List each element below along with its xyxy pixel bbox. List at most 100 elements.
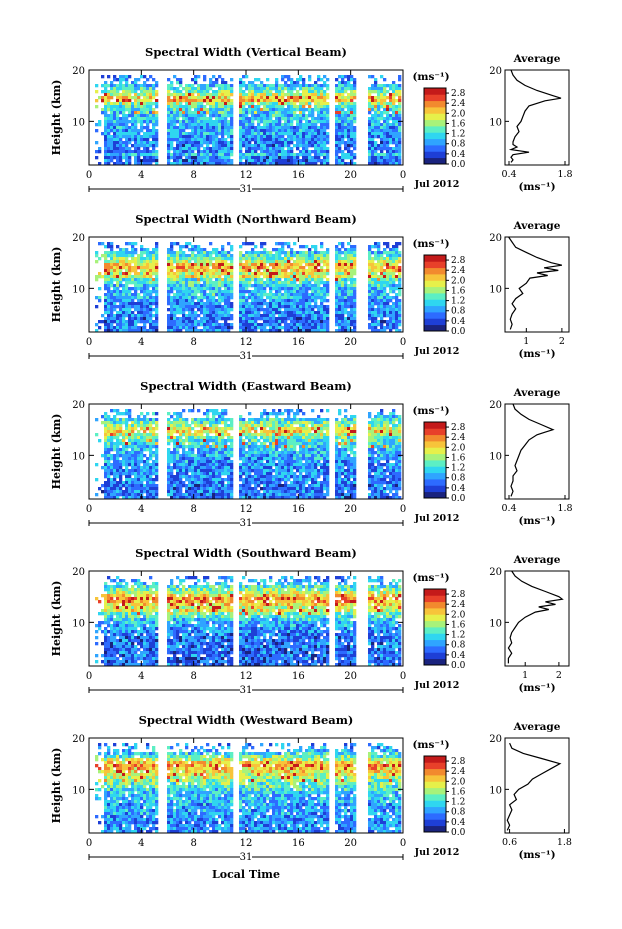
heatmap-cell (113, 123, 117, 127)
heatmap-cell (143, 281, 147, 285)
heatmap-cell (104, 418, 108, 422)
heatmap-cell (194, 284, 198, 288)
heatmap-cell (335, 156, 339, 160)
heatmap-cell (182, 144, 186, 148)
heatmap-cell (275, 132, 279, 136)
heatmap-cell (284, 242, 288, 246)
heatmap-cell (188, 323, 192, 327)
heatmap-cell (113, 460, 117, 464)
heatmap-cell (242, 242, 246, 246)
heatmap-cell (188, 293, 192, 297)
heatmap-cell (200, 90, 204, 94)
heatmap-cell (377, 248, 381, 252)
heatmap-cell (239, 254, 243, 258)
heatmap-cell (227, 293, 231, 297)
heatmap-cell (101, 454, 105, 458)
heatmap-cell (395, 99, 399, 103)
x-tick-label: 16 (292, 170, 305, 181)
heatmap-cell (263, 275, 267, 279)
x-tick-label: 8 (190, 170, 196, 181)
heatmap-cell (104, 99, 108, 103)
heatmap-cell (377, 105, 381, 109)
heatmap-cell (389, 317, 393, 321)
heatmap-cell (176, 96, 180, 100)
heatmap-cell (173, 293, 177, 297)
heatmap-cell (152, 278, 156, 282)
heatmap-cell (311, 84, 315, 88)
heatmap-cell (176, 90, 180, 94)
heatmap-cell (302, 117, 306, 121)
heatmap-cell (218, 269, 222, 273)
heatmap-cell (308, 305, 312, 309)
heatmap-cell (341, 87, 345, 91)
heatmap-cell (383, 260, 387, 264)
heatmap-cell (395, 135, 399, 139)
heatmap-cell (104, 463, 108, 467)
heatmap-cell (221, 144, 225, 148)
heatmap-cell (200, 87, 204, 91)
heatmap-cell (128, 141, 132, 145)
heatmap-cell (110, 284, 114, 288)
heatmap-cell (392, 284, 396, 288)
heatmap-cell (146, 317, 150, 321)
heatmap-cell (203, 257, 207, 261)
heatmap-cell (143, 141, 147, 145)
heatmap-cell (299, 305, 303, 309)
heatmap-cell (140, 263, 144, 267)
heatmap-cell (110, 153, 114, 157)
heatmap-cell (251, 138, 255, 142)
avg-y-tick-label: 20 (489, 66, 502, 77)
heatmap-cell (257, 287, 261, 291)
heatmap-cell (302, 96, 306, 100)
heatmap-cell (203, 296, 207, 300)
heatmap-cell (284, 281, 288, 285)
heatmap-cell (386, 141, 390, 145)
heatmap-cell (251, 162, 255, 166)
heatmap-cell (311, 99, 315, 103)
heatmap-cell (287, 290, 291, 294)
heatmap-cell (377, 162, 381, 166)
heatmap-cell (185, 293, 189, 297)
heatmap-cell (110, 111, 114, 115)
heatmap-cell (392, 311, 396, 315)
heatmap-cell (269, 290, 273, 294)
heatmap-cell (152, 123, 156, 127)
heatmap-cell (263, 293, 267, 297)
heatmap-cell (350, 302, 354, 306)
heatmap-cell (392, 105, 396, 109)
heatmap-cell (191, 263, 195, 267)
heatmap-cell (107, 150, 111, 154)
heatmap-cell (221, 93, 225, 97)
heatmap-cell (287, 242, 291, 246)
heatmap-cell (386, 147, 390, 151)
heatmap-cell (227, 93, 231, 97)
heatmap-cell (200, 159, 204, 163)
heatmap-cell (110, 156, 114, 160)
heatmap-cell (146, 156, 150, 160)
heatmap-cell (221, 257, 225, 261)
heatmap-cell (116, 117, 120, 121)
heatmap-cell (182, 159, 186, 163)
heatmap-cell (383, 99, 387, 103)
heatmap-cell (374, 272, 378, 276)
heatmap-cell (395, 326, 399, 330)
heatmap-cell (197, 284, 201, 288)
heatmap-cell (278, 329, 282, 333)
heatmap-cell (191, 329, 195, 333)
heatmap-cell (269, 272, 273, 276)
heatmap-cell (293, 329, 297, 333)
heatmap-cell (116, 96, 120, 100)
heatmap-cell (203, 129, 207, 133)
heatmap-cell (113, 144, 117, 148)
heatmap-cell (314, 162, 318, 166)
heatmap-cell (209, 263, 213, 267)
heatmap-cell (143, 75, 147, 79)
heatmap-cell (134, 248, 138, 252)
heatmap-cell (119, 248, 123, 252)
heatmap-cell (185, 284, 189, 288)
heatmap-cell (308, 281, 312, 285)
heatmap-cell (296, 132, 300, 136)
heatmap-cell (383, 329, 387, 333)
heatmap-cell (398, 117, 402, 121)
heatmap-cell (116, 296, 120, 300)
